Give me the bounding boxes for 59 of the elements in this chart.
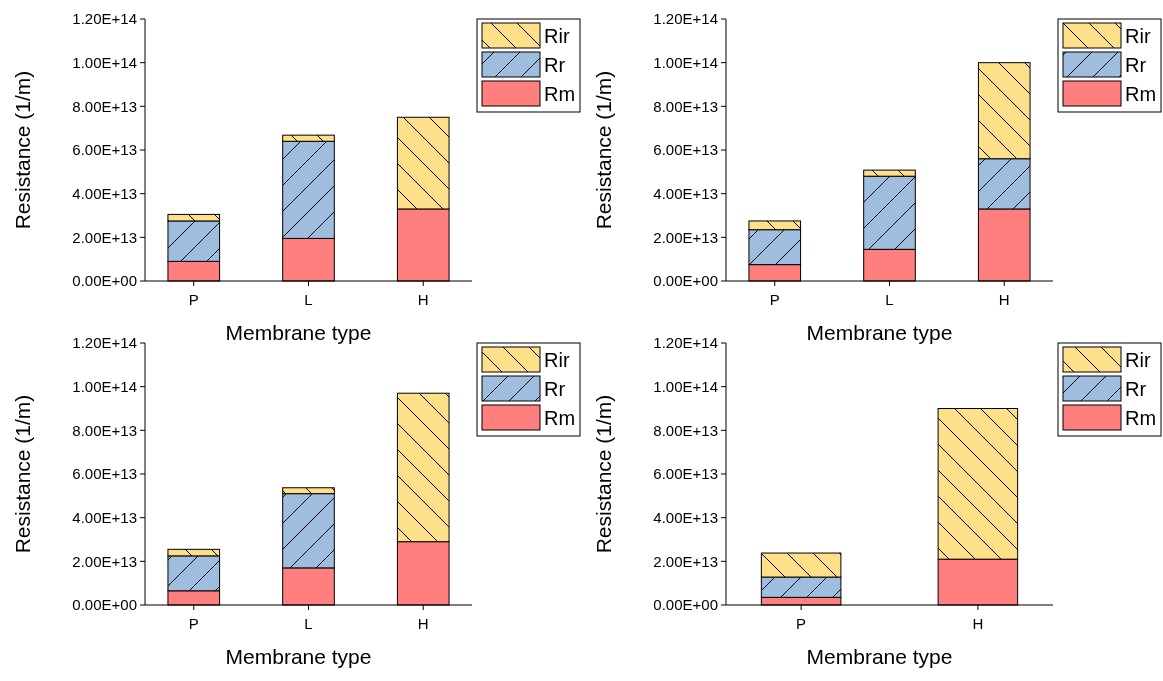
y-tick-label: 1.20E+14 — [653, 10, 718, 28]
y-tick-label: 1.00E+14 — [72, 377, 137, 395]
x-tick-label: H — [972, 615, 984, 632]
legend-label: Rr — [1125, 54, 1147, 76]
x-tick-label: H — [998, 291, 1010, 308]
y-tick-label: 8.00E+13 — [72, 421, 137, 439]
y-tick-label: 6.00E+13 — [72, 465, 137, 483]
legend-label: Rm — [1125, 407, 1157, 429]
x-axis-title: Membrane type — [806, 645, 953, 668]
y-tick-label: 1.00E+14 — [72, 53, 137, 71]
y-tick-label: 8.00E+13 — [653, 421, 718, 439]
y-axis-title: Resistance (1/m) — [592, 70, 615, 230]
y-tick-label: 8.00E+13 — [653, 97, 718, 115]
y-tick-label: 4.00E+13 — [653, 184, 718, 202]
legend-label: Rir — [1125, 349, 1151, 371]
y-tick-label: 6.00E+13 — [72, 141, 137, 159]
y-tick-label: 1.20E+14 — [72, 334, 137, 352]
y-tick-label: 4.00E+13 — [72, 508, 137, 526]
x-tick-label: H — [417, 291, 429, 308]
y-tick-label: 1.00E+14 — [653, 377, 718, 395]
x-tick-label: P — [188, 615, 199, 632]
y-tick-label: 1.20E+14 — [653, 334, 718, 352]
y-axis-title: Resistance (1/m) — [592, 394, 615, 554]
y-axis-title: Resistance (1/m) — [11, 394, 34, 554]
x-tick-label: H — [417, 615, 429, 632]
y-axis-title: Resistance (1/m) — [11, 70, 34, 230]
y-tick-label: 0.00E+00 — [72, 272, 137, 290]
legend-label: Rr — [1125, 378, 1147, 400]
y-tick-label: 2.00E+13 — [72, 228, 137, 246]
y-tick-label: 0.00E+00 — [653, 596, 718, 614]
y-tick-label: 4.00E+13 — [653, 508, 718, 526]
y-tick-label: 0.00E+00 — [72, 596, 137, 614]
y-tick-label: 2.00E+13 — [653, 228, 718, 246]
x-axis-title: Membrane type — [225, 321, 372, 344]
y-tick-label: 2.00E+13 — [653, 552, 718, 570]
x-axis-title: Membrane type — [806, 321, 953, 344]
x-tick-label: P — [188, 291, 199, 308]
x-tick-label: P — [796, 615, 807, 632]
y-tick-label: 6.00E+13 — [653, 465, 718, 483]
legend-label: Rm — [544, 83, 576, 105]
legend-label: Rir — [544, 25, 570, 47]
legend-label: Rir — [1125, 25, 1151, 47]
y-tick-label: 6.00E+13 — [653, 141, 718, 159]
x-tick-label: L — [885, 291, 894, 308]
x-tick-label: L — [304, 291, 313, 308]
legend-label: Rm — [544, 407, 576, 429]
y-tick-label: 1.00E+14 — [653, 53, 718, 71]
y-tick-label: 0.00E+00 — [653, 272, 718, 290]
legend-label: Rm — [1125, 83, 1157, 105]
x-tick-label: P — [769, 291, 780, 308]
legend-label: Rr — [544, 378, 566, 400]
y-tick-label: 1.20E+14 — [72, 10, 137, 28]
legend-label: Rr — [544, 54, 566, 76]
legend-label: Rir — [544, 349, 570, 371]
x-tick-label: L — [304, 615, 313, 632]
y-tick-label: 2.00E+13 — [72, 552, 137, 570]
y-tick-label: 8.00E+13 — [72, 97, 137, 115]
x-axis-title: Membrane type — [225, 645, 372, 668]
y-tick-label: 4.00E+13 — [72, 184, 137, 202]
